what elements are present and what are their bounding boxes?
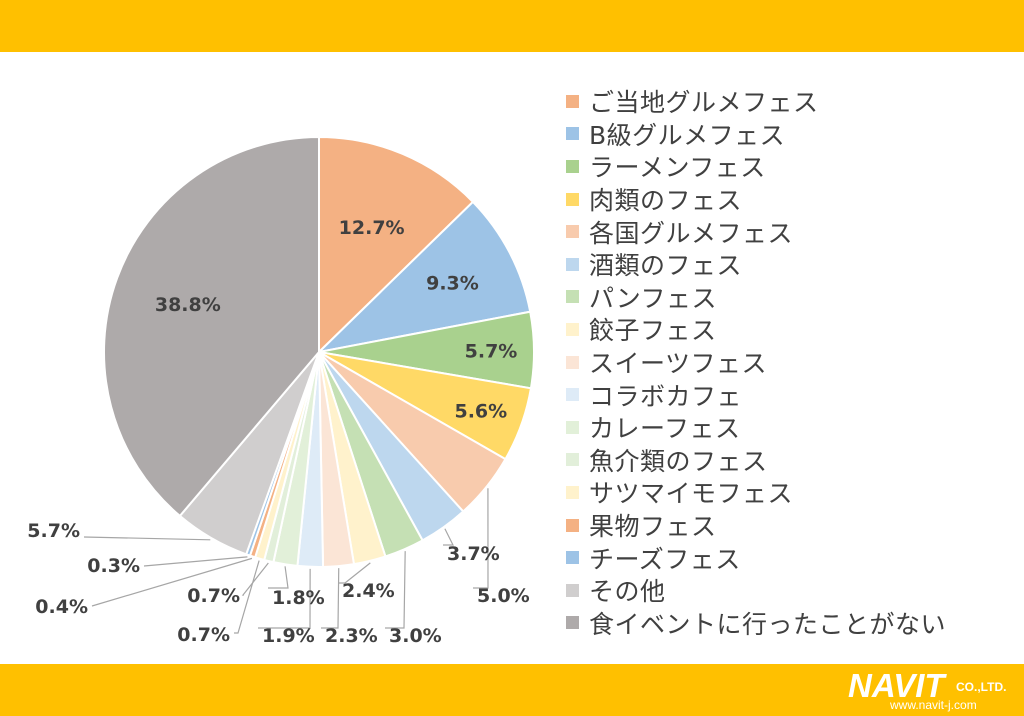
legend-item: 各国グルメフェス bbox=[566, 215, 946, 248]
legend-label: 肉類のフェス bbox=[589, 186, 743, 216]
legend-label: カレーフェス bbox=[589, 414, 741, 444]
logo-url: www.navit-j.com bbox=[890, 698, 977, 712]
leader-lines bbox=[83, 488, 489, 634]
data-label-魚介類のフェス: 0.7% bbox=[187, 585, 240, 607]
data-label-餃子フェス: 2.4% bbox=[342, 580, 395, 602]
leader-line-各国グルメフェス bbox=[473, 488, 489, 589]
data-label-各国グルメフェス: 5.0% bbox=[477, 585, 530, 607]
legend-swatch bbox=[566, 616, 579, 630]
legend-label: 食イベントに行ったことがない bbox=[589, 609, 947, 639]
legend-swatch bbox=[566, 159, 579, 173]
leader-line-コラボカフェ bbox=[258, 568, 311, 629]
legend-swatch bbox=[566, 322, 579, 336]
legend-item: ご当地グルメフェス bbox=[566, 85, 946, 118]
legend-item: 果物フェス bbox=[566, 509, 946, 542]
legend-swatch bbox=[566, 420, 579, 434]
leader-line-サツマイモフェス bbox=[234, 560, 260, 634]
legend-item: カレーフェス bbox=[566, 411, 946, 444]
legend-swatch bbox=[566, 290, 579, 304]
leader-line-果物フェス bbox=[91, 557, 253, 607]
legend-label: スイーツフェス bbox=[589, 349, 768, 379]
leader-line-その他 bbox=[83, 536, 211, 541]
logo-suffix: CO.,LTD. bbox=[956, 680, 1007, 694]
legend-swatch bbox=[566, 453, 579, 467]
data-label-カレーフェス: 1.8% bbox=[272, 587, 325, 609]
legend-swatch bbox=[566, 518, 579, 532]
legend-item: サツマイモフェス bbox=[566, 476, 946, 509]
data-label-肉類のフェス: 5.6% bbox=[454, 400, 507, 422]
legend-label: 果物フェス bbox=[589, 512, 717, 542]
legend-swatch bbox=[566, 551, 579, 565]
legend-label: B級グルメフェス bbox=[589, 120, 786, 150]
legend-item: 食イベントに行ったことがない bbox=[566, 607, 946, 640]
legend-item: B級グルメフェス bbox=[566, 118, 946, 151]
legend-label: ご当地グルメフェス bbox=[589, 88, 819, 118]
leader-line-チーズフェス bbox=[143, 556, 248, 567]
data-labels: 12.7% 9.3% 5.7% 5.6% 5.0% 3.7% 3.0% 2.4% 2.3% 1.9… bbox=[27, 217, 529, 647]
pie-slices bbox=[103, 135, 535, 568]
pie-slice-B級グルメフェス bbox=[315, 200, 532, 354]
data-label-サツマイモフェス: 0.7% bbox=[177, 624, 230, 646]
legend-swatch bbox=[566, 485, 579, 499]
legend-label: ラーメンフェス bbox=[589, 153, 766, 183]
legend-item: コラボカフェ bbox=[566, 378, 946, 411]
leader-line-カレーフェス bbox=[268, 566, 289, 589]
top-band bbox=[0, 0, 1024, 52]
legend-label: 餃子フェス bbox=[589, 316, 717, 346]
legend-swatch bbox=[566, 192, 579, 206]
data-label-食イベントに行ったことがない: 38.8% bbox=[155, 294, 221, 316]
pie-slice-ご当地グルメフェス bbox=[318, 135, 475, 355]
legend-label: 魚介類のフェス bbox=[589, 446, 768, 476]
leader-line-餃子フェス bbox=[338, 562, 371, 584]
data-label-コラボカフェ: 1.9% bbox=[262, 625, 315, 647]
leader-line-魚介類のフェス bbox=[241, 562, 269, 596]
data-label-ご当地グルメフェス: 12.7% bbox=[339, 217, 405, 239]
legend-label: 酒類のフェス bbox=[589, 251, 743, 281]
legend-item: 酒類のフェス bbox=[566, 248, 946, 281]
legend-label: チーズフェス bbox=[589, 544, 741, 574]
leader-line-パンフェス bbox=[385, 551, 406, 629]
pie-chart: 12.7% 9.3% 5.7% 5.6% 5.0% 3.7% 3.0% 2.4% 2.3% 1.9… bbox=[27, 135, 535, 647]
legend-swatch bbox=[566, 257, 579, 271]
legend-swatch bbox=[566, 355, 579, 369]
data-label-果物フェス: 0.4% bbox=[35, 596, 88, 618]
data-label-B級グルメフェス: 9.3% bbox=[426, 272, 479, 294]
legend-item: スイーツフェス bbox=[566, 346, 946, 379]
data-label-ラーメンフェス: 5.7% bbox=[465, 340, 518, 362]
legend-label: パンフェス bbox=[589, 283, 718, 313]
legend-item: ラーメンフェス bbox=[566, 150, 946, 183]
legend-swatch bbox=[566, 583, 579, 597]
bottom-band bbox=[0, 664, 1024, 716]
legend-label: その他 bbox=[589, 577, 666, 607]
leader-line-酒類のフェス bbox=[443, 528, 454, 546]
legend-swatch bbox=[566, 388, 579, 402]
legend-label: コラボカフェ bbox=[589, 381, 743, 411]
logo-name: NAVIT bbox=[848, 667, 945, 704]
legend-item: 魚介類のフェス bbox=[566, 444, 946, 477]
data-label-パンフェス: 3.0% bbox=[389, 625, 442, 647]
legend-item: その他 bbox=[566, 574, 946, 607]
legend-label: サツマイモフェス bbox=[589, 479, 794, 509]
legend-swatch bbox=[566, 127, 579, 141]
pie-slice-食イベントに行ったことがない bbox=[103, 135, 320, 518]
data-label-酒類のフェス: 3.7% bbox=[447, 543, 500, 565]
legend-item: パンフェス bbox=[566, 281, 946, 314]
legend-swatch bbox=[566, 94, 579, 108]
data-label-スイーツフェス: 2.3% bbox=[325, 625, 378, 647]
legend-swatch bbox=[566, 225, 579, 239]
legend-item: 餃子フェス bbox=[566, 313, 946, 346]
legend: ご当地グルメフェス B級グルメフェス ラーメンフェス 肉類のフェス 各国グルメフェス 酒類… bbox=[566, 85, 946, 639]
data-label-その他: 5.7% bbox=[27, 520, 80, 542]
data-label-チーズフェス: 0.3% bbox=[87, 555, 140, 577]
legend-label: 各国グルメフェス bbox=[589, 218, 794, 248]
legend-item: 肉類のフェス bbox=[566, 183, 946, 216]
leader-line-スイーツフェス bbox=[321, 568, 340, 629]
navit-logo: NAVIT CO.,LTD. www.navit-j.com bbox=[848, 666, 1018, 714]
legend-item: チーズフェス bbox=[566, 541, 946, 574]
